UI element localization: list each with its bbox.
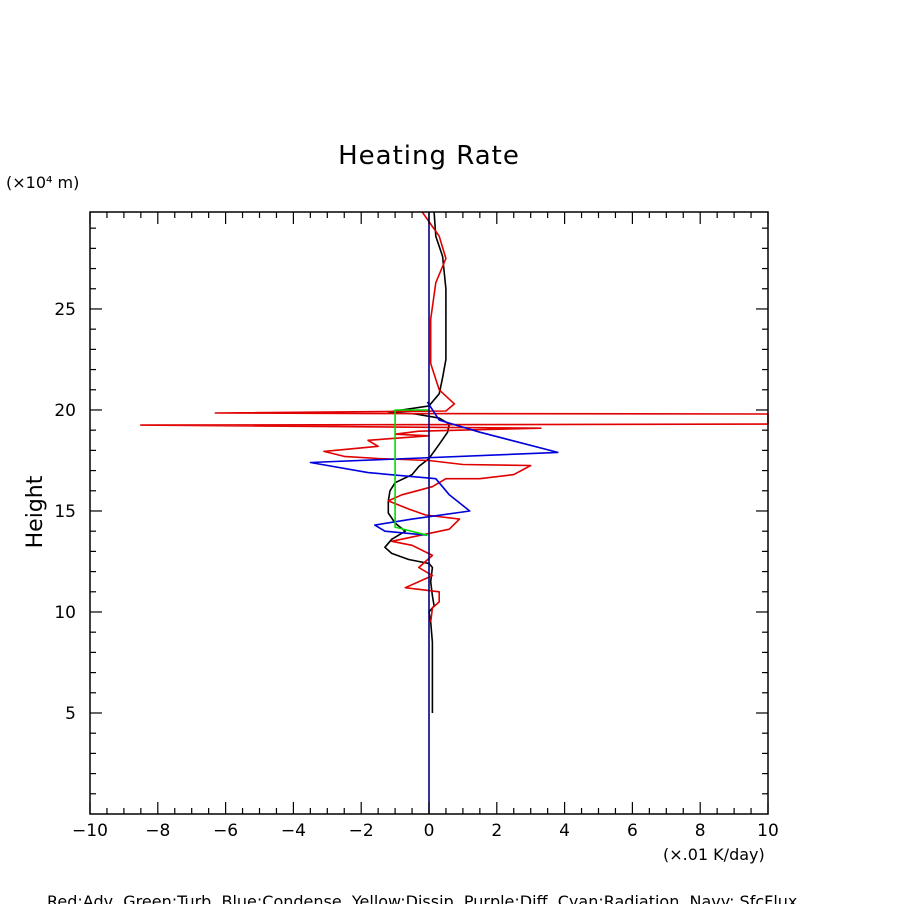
x-tick-label: 6 <box>627 821 638 841</box>
x-tick-label: 2 <box>491 821 502 841</box>
y-tick-label: 20 <box>54 401 76 421</box>
x-tick-label: 8 <box>695 821 706 841</box>
x-tick-label: 10 <box>757 821 779 841</box>
x-tick-label: −4 <box>281 821 306 841</box>
x-tick-label: −6 <box>213 821 238 841</box>
x-unit-label: (×.01 K/day) <box>663 845 765 864</box>
x-tick-label: −2 <box>349 821 374 841</box>
y-tick-label: 15 <box>54 502 76 522</box>
x-tick-label: −10 <box>72 821 108 841</box>
series-line-1 <box>140 211 769 623</box>
y-tick-label: 10 <box>54 603 76 623</box>
series-line-3 <box>394 409 430 536</box>
x-tick-label: 4 <box>559 821 570 841</box>
axis-ticks: −10 −8 −6 −4 −2 0 2 4 6 8 10 5 10 15 20 25 <box>54 212 779 841</box>
y-axis-label: Height <box>23 475 48 548</box>
x-tick-label: 0 <box>424 821 435 841</box>
y-tick-label: 25 <box>54 300 76 320</box>
legend-text: Red:Adv Green:Turb Blue:Condense Yellow:… <box>47 892 797 904</box>
series-line-2 <box>309 401 559 536</box>
y-tick-label: 5 <box>65 704 76 724</box>
x-tick-label: −8 <box>145 821 170 841</box>
y-unit-label: (×10⁴ m) <box>6 173 79 192</box>
plot-lines <box>140 211 769 814</box>
chart-title: Heating Rate <box>338 141 520 171</box>
series-line-0 <box>384 211 451 713</box>
